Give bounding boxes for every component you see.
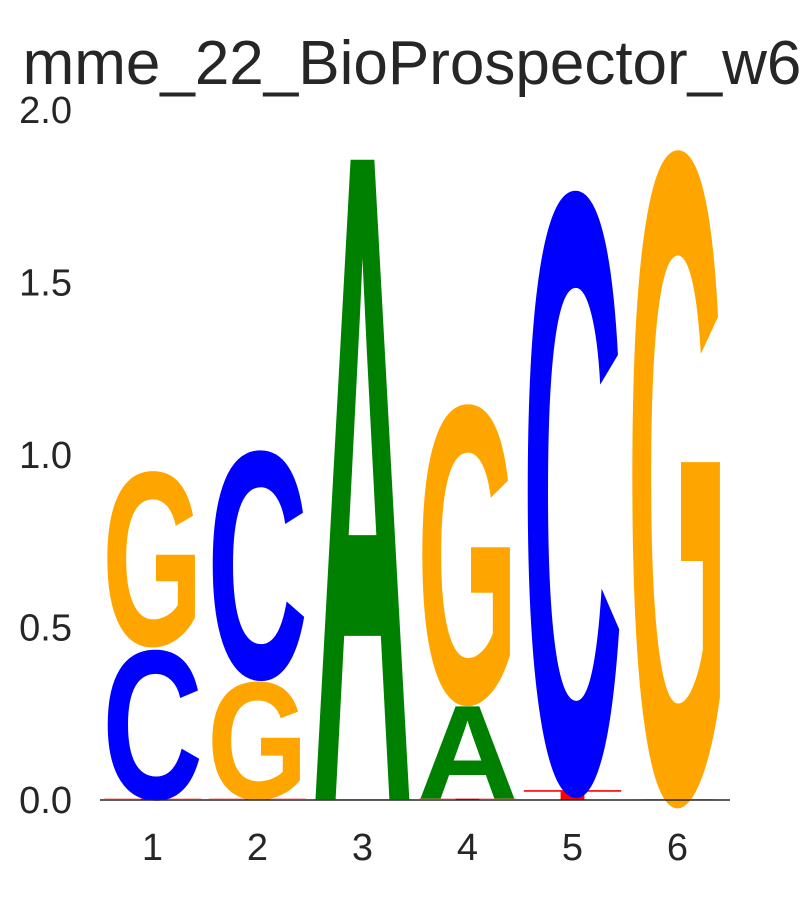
x-axis: 1 2 3 4 5 6 [142, 827, 688, 869]
logo-letter-c: C [102, 607, 203, 845]
chart-title: mme_22_BioProspector_w6 [23, 29, 802, 98]
x-tick-label: 5 [562, 827, 583, 869]
svg-text:T: T [522, 787, 623, 803]
x-tick-label: 1 [142, 827, 163, 869]
svg-text:G: G [207, 647, 308, 835]
svg-text:G: G [417, 316, 518, 792]
svg-text:G: G [102, 421, 203, 699]
logo-letter-a: A [312, 0, 413, 900]
svg-text:A: A [312, 0, 413, 900]
y-tick-label: 0.5 [19, 608, 72, 650]
svg-text:A: A [417, 678, 518, 828]
logo-letter-a: A [417, 678, 518, 828]
logo-letter-g: G [627, 0, 728, 900]
y-tick-label: 1.0 [19, 435, 72, 477]
svg-text:C: C [522, 15, 623, 900]
svg-text:C: C [207, 384, 308, 748]
x-tick-label: 2 [247, 827, 268, 869]
x-tick-label: 4 [457, 827, 478, 869]
logo-letter-t: T [522, 787, 623, 803]
y-tick-label: 2.0 [19, 90, 72, 132]
y-tick-label: 0.0 [19, 780, 72, 822]
logo-letter-c: C [207, 384, 308, 748]
y-tick-label: 1.5 [19, 263, 72, 305]
svg-text:G: G [627, 0, 728, 900]
logo-letter-stacks: TCGTGCTATAGTCCG [102, 0, 728, 900]
logo-letter-g: G [102, 421, 203, 699]
x-tick-label: 6 [667, 827, 688, 869]
x-tick-label: 3 [352, 827, 373, 869]
logo-letter-c: C [522, 15, 623, 900]
logo-letter-g: G [207, 647, 308, 835]
logo-letter-g: G [417, 316, 518, 792]
svg-text:C: C [102, 607, 203, 845]
y-axis: 0.0 0.5 1.0 1.5 2.0 [19, 90, 72, 822]
